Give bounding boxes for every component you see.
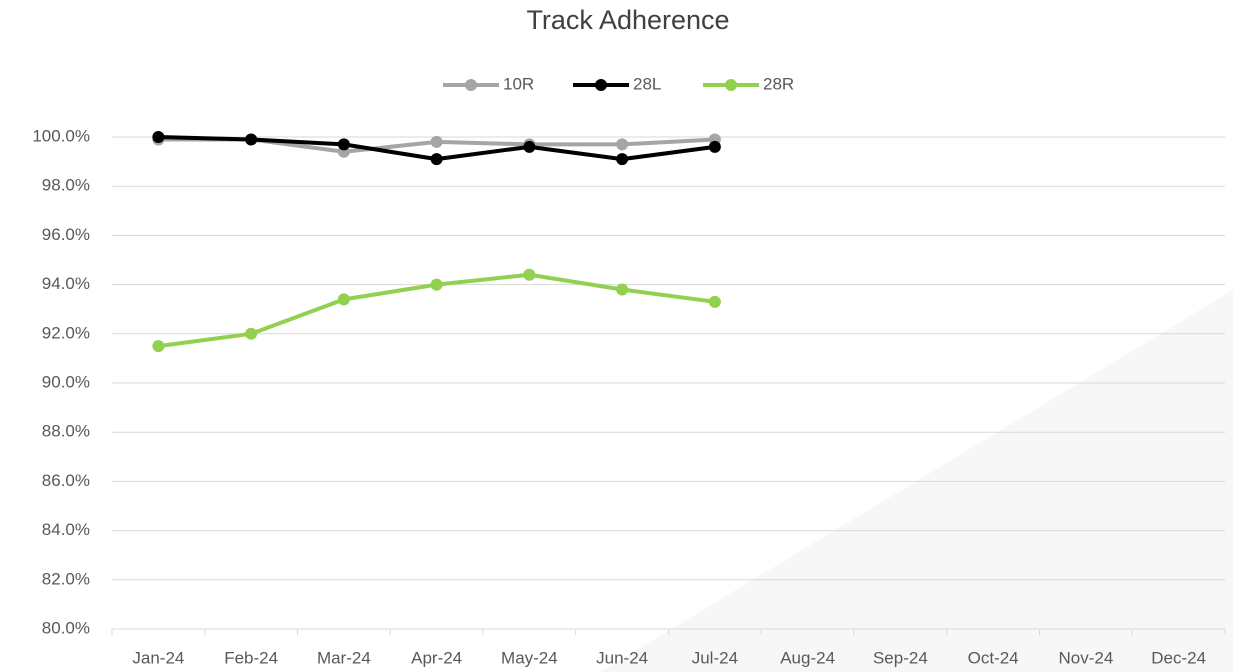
x-tick-label: Sep-24 — [873, 648, 928, 667]
x-tick-label: Mar-24 — [317, 648, 371, 667]
data-point — [337, 293, 350, 306]
x-tick-label: Oct-24 — [968, 648, 1019, 667]
x-tick-label: Aug-24 — [780, 648, 835, 667]
y-tick-label: 96.0% — [42, 225, 90, 244]
data-point — [152, 131, 165, 143]
y-tick-label: 86.0% — [42, 471, 90, 490]
legend-label: 10R — [503, 74, 534, 93]
data-point — [245, 327, 258, 340]
data-point — [616, 283, 629, 296]
y-tick-label: 88.0% — [42, 422, 90, 441]
x-tick-label: May-24 — [501, 648, 558, 667]
y-tick-label: 84.0% — [42, 520, 90, 539]
y-tick-label: 100.0% — [32, 126, 90, 145]
x-tick-label: Jun-24 — [596, 648, 648, 667]
data-point — [616, 153, 629, 166]
chart-title: Track Adherence — [526, 5, 729, 35]
data-point — [523, 140, 536, 153]
x-tick-label: Apr-24 — [411, 648, 462, 667]
y-tick-label: 90.0% — [42, 372, 90, 391]
y-tick-label: 82.0% — [42, 569, 90, 588]
data-point — [616, 138, 629, 151]
data-point — [430, 153, 443, 166]
data-point — [708, 295, 721, 308]
y-tick-label: 80.0% — [42, 618, 90, 637]
y-tick-label: 98.0% — [42, 176, 90, 195]
data-point — [430, 135, 443, 148]
data-point — [152, 340, 165, 353]
y-tick-label: 94.0% — [42, 274, 90, 293]
legend-label: 28L — [633, 74, 661, 93]
x-tick-label: Dec-24 — [1151, 648, 1206, 667]
y-tick-label: 92.0% — [42, 323, 90, 342]
x-tick-label: Jul-24 — [692, 648, 738, 667]
data-point — [245, 133, 258, 146]
data-point — [523, 268, 536, 281]
legend-marker — [465, 79, 477, 91]
x-tick-label: Nov-24 — [1058, 648, 1113, 667]
data-point — [430, 278, 443, 291]
x-tick-label: Feb-24 — [224, 648, 278, 667]
legend-marker — [595, 79, 607, 91]
legend-marker — [725, 79, 737, 91]
data-point — [337, 138, 350, 151]
legend-label: 28R — [763, 74, 794, 93]
data-point — [708, 140, 721, 153]
x-tick-label: Jan-24 — [132, 648, 184, 667]
